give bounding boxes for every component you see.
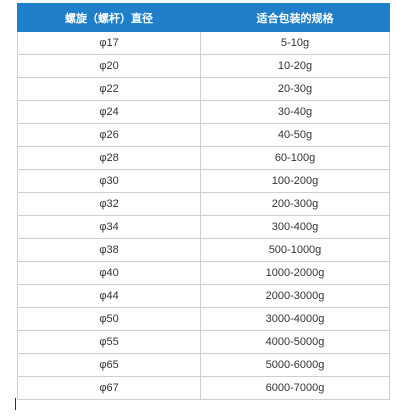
table-cell: 10-20g xyxy=(200,54,390,78)
table-cell: 40-50g xyxy=(200,123,390,147)
table-cell: 200-300g xyxy=(200,192,390,216)
table-row: φ40 1000-2000g xyxy=(17,261,390,285)
header-cell: 适合包装的规格 xyxy=(200,3,390,32)
table-row: φ44 2000-3000g xyxy=(17,284,390,308)
spec-table: 螺旋（螺杆）直径 适合包装的规格 φ17 5-10g φ20 10-20g φ22 20-… xyxy=(17,3,390,400)
table-cell: φ34 xyxy=(17,215,201,239)
table-row: φ20 10-20g xyxy=(17,54,390,78)
table-cell: φ67 xyxy=(17,376,201,400)
cursor-mark xyxy=(15,398,16,410)
table-cell: φ22 xyxy=(17,77,201,101)
table-cell: 30-40g xyxy=(200,100,390,124)
table-row: φ26 40-50g xyxy=(17,123,390,147)
table-cell: 3000-4000g xyxy=(200,307,390,331)
table-row: φ50 3000-4000g xyxy=(17,307,390,331)
table-cell: 20-30g xyxy=(200,77,390,101)
header-cell: 螺旋（螺杆）直径 xyxy=(17,3,201,32)
table-cell: φ38 xyxy=(17,238,201,262)
table-row: φ28 60-100g xyxy=(17,146,390,170)
table-cell: φ30 xyxy=(17,169,201,193)
table-cell: φ50 xyxy=(17,307,201,331)
table-row: φ22 20-30g xyxy=(17,77,390,101)
table-row: φ32 200-300g xyxy=(17,192,390,216)
table-row: φ34 300-400g xyxy=(17,215,390,239)
table-body: φ17 5-10g φ20 10-20g φ22 20-30g φ24 30-40g φ26 40… xyxy=(17,31,390,400)
table-row: φ38 500-1000g xyxy=(17,238,390,262)
table-row: φ30 100-200g xyxy=(17,169,390,193)
table-cell: φ65 xyxy=(17,353,201,377)
table-cell: φ17 xyxy=(17,31,201,55)
table-cell: φ32 xyxy=(17,192,201,216)
table-cell: φ55 xyxy=(17,330,201,354)
table-cell: φ28 xyxy=(17,146,201,170)
table-cell: 5-10g xyxy=(200,31,390,55)
table-cell: 6000-7000g xyxy=(200,376,390,400)
table-cell: φ24 xyxy=(17,100,201,124)
table-cell: 500-1000g xyxy=(200,238,390,262)
table-row: φ24 30-40g xyxy=(17,100,390,124)
table-cell: φ44 xyxy=(17,284,201,308)
table-cell: 100-200g xyxy=(200,169,390,193)
table-header: 螺旋（螺杆）直径 适合包装的规格 xyxy=(17,3,390,32)
table-row: φ65 5000-6000g xyxy=(17,353,390,377)
table-cell: 60-100g xyxy=(200,146,390,170)
table-cell: 1000-2000g xyxy=(200,261,390,285)
table-cell: 300-400g xyxy=(200,215,390,239)
table-cell: 4000-5000g xyxy=(200,330,390,354)
table-row: φ55 4000-5000g xyxy=(17,330,390,354)
table-row: φ67 6000-7000g xyxy=(17,376,390,400)
table-cell: φ20 xyxy=(17,54,201,78)
table-row: φ17 5-10g xyxy=(17,31,390,55)
table-cell: φ40 xyxy=(17,261,201,285)
table-cell: 5000-6000g xyxy=(200,353,390,377)
table-cell: φ26 xyxy=(17,123,201,147)
header-row: 螺旋（螺杆）直径 适合包装的规格 xyxy=(17,3,390,32)
table-cell: 2000-3000g xyxy=(200,284,390,308)
